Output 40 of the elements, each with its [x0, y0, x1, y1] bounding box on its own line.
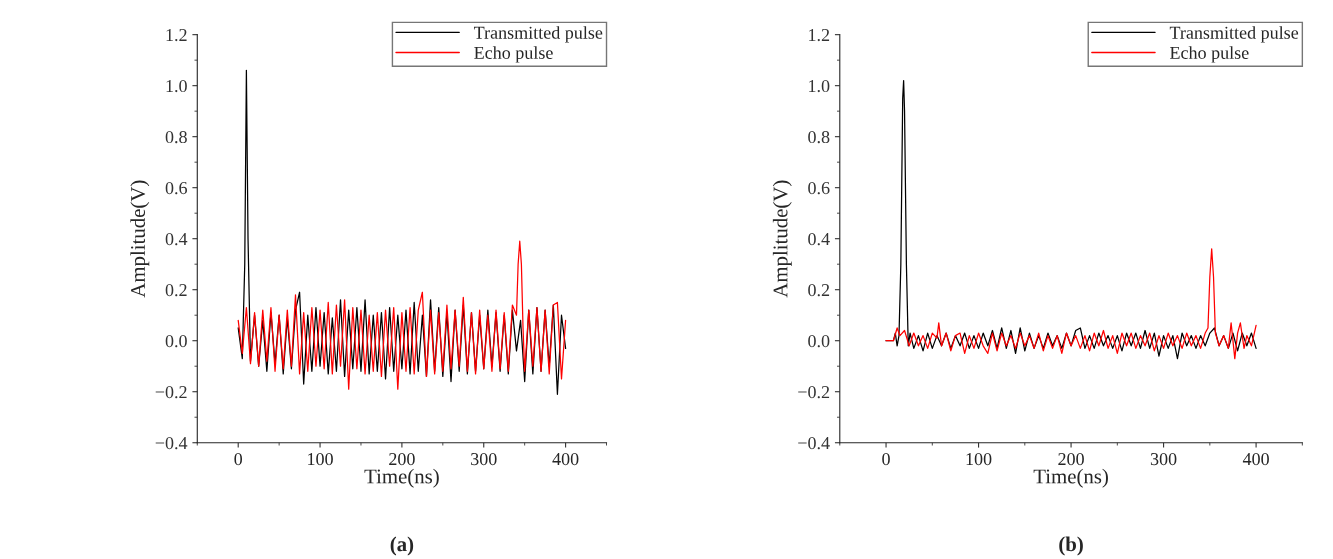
x-tick-label: 0 [882, 452, 890, 466]
y-tick-label: 0.4 [808, 232, 830, 246]
y-tick-label: 0.8 [808, 130, 830, 144]
y-tick-label: 0.6 [165, 181, 188, 195]
x-axis-title: Time(ns) [364, 468, 439, 488]
text: (a) [390, 536, 414, 556]
legend-label: Echo pulse [474, 46, 553, 63]
x-tick-label: 100 [308, 452, 333, 466]
y-tick-label: −0.4 [155, 436, 188, 450]
y-tick-label: −0.2 [798, 385, 830, 399]
x-tick-label: 200 [1058, 452, 1084, 466]
y-axis-title: Amplitude(V) [772, 180, 792, 298]
legend-label: Echo pulse [1170, 46, 1249, 63]
x-tick-label: 400 [552, 452, 579, 466]
x-tick-label: 100 [966, 452, 992, 466]
x-axis-title: Time(ns) [1033, 468, 1108, 488]
y-tick-label: 0.4 [165, 232, 188, 246]
y-axis-title: Amplitude(V) [130, 180, 150, 298]
y-tick-label: 1.0 [809, 79, 830, 93]
legend-label: Transmitted pulse [1169, 26, 1299, 43]
y-tick-label: −0.4 [798, 436, 830, 450]
y-tick-label: 1.0 [166, 79, 187, 93]
line-series [237, 240, 567, 390]
y-tick-label: 1.2 [809, 28, 830, 42]
x-tick-label: 0 [234, 452, 243, 466]
x-tick-label: 400 [1242, 452, 1269, 466]
y-tick-label: 0.8 [165, 130, 187, 144]
text: (b) [1059, 536, 1083, 556]
line-series [885, 248, 1257, 360]
y-tick-label: 0.0 [808, 334, 830, 348]
y-tick-label: −0.2 [155, 385, 187, 399]
y-tick-label: 1.2 [166, 28, 187, 42]
legend-label: Transmitted pulse [473, 26, 603, 43]
y-tick-label: 0.2 [165, 283, 187, 297]
x-tick-label: 200 [389, 452, 415, 466]
y-tick-label: 0.6 [808, 181, 830, 195]
x-tick-label: 300 [471, 452, 497, 466]
x-tick-label: 300 [1150, 452, 1177, 466]
y-tick-label: 0.2 [808, 283, 830, 297]
y-tick-label: 0.0 [165, 334, 187, 348]
